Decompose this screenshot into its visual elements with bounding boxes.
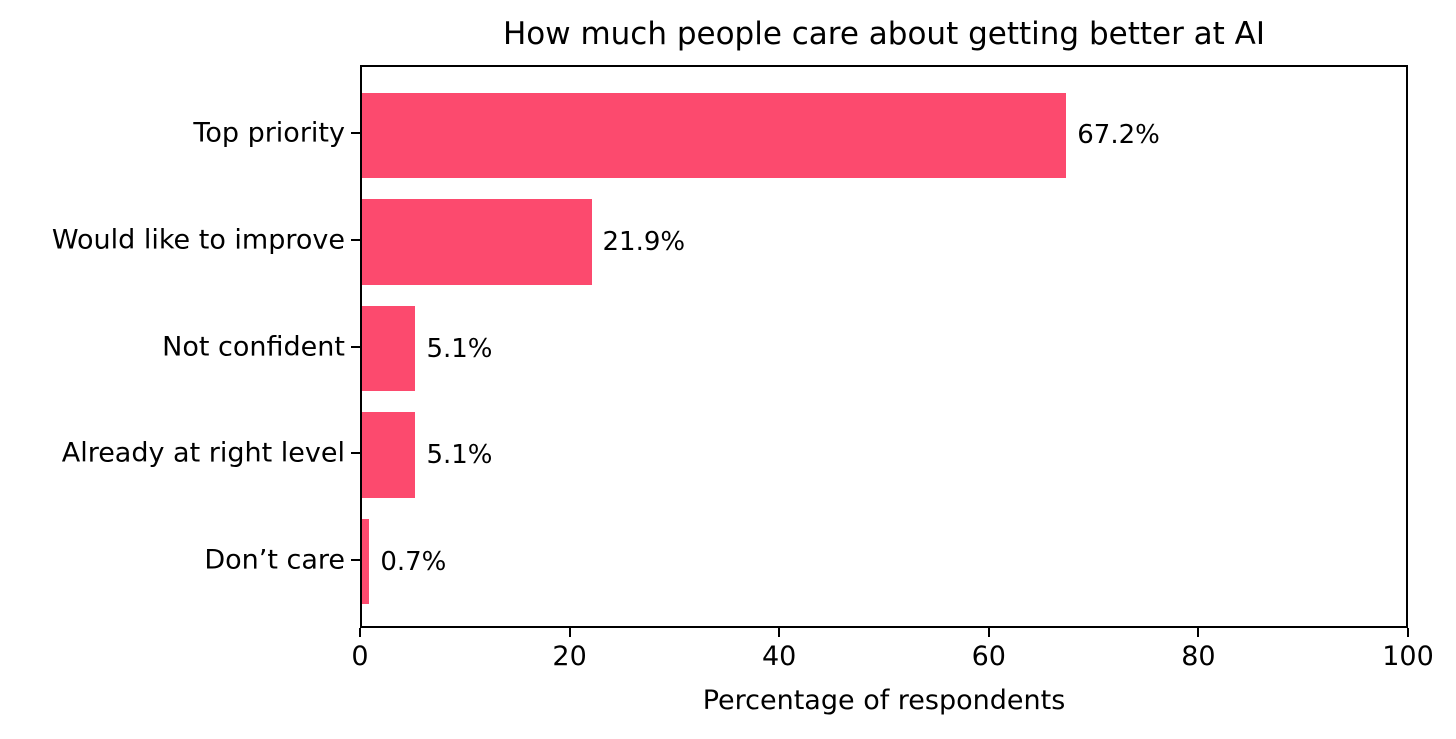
x-tick [1407, 628, 1409, 637]
bar [362, 412, 416, 498]
x-tick-label: 80 [1181, 641, 1216, 672]
x-tick [359, 628, 361, 637]
x-tick [568, 628, 571, 637]
bar-value-label: 67.2% [1077, 120, 1160, 151]
plot-area: 67.2% 21.9% 5.1% 5.1% 0.7% [360, 65, 1408, 628]
bar [362, 305, 416, 392]
x-tick [1197, 628, 1200, 637]
y-tick [351, 345, 360, 348]
y-tick-label: Not confident [162, 331, 345, 362]
x-tick-label: 60 [971, 641, 1006, 672]
chart-title: How much people care about getting bette… [502, 16, 1266, 52]
bar-value-label: 5.1% [426, 333, 493, 364]
bar [362, 199, 592, 285]
x-tick-label: 0 [351, 641, 369, 672]
y-tick [351, 452, 360, 455]
y-tick [351, 558, 360, 561]
y-tick-label: Already at right level [61, 437, 345, 469]
x-tick [987, 628, 990, 637]
x-tick-label: 40 [762, 641, 797, 672]
x-tick [778, 628, 781, 637]
y-tick-label: Would like to improve [51, 224, 345, 256]
y-tick [351, 238, 360, 241]
x-tick-label: 100 [1382, 641, 1434, 672]
bar-value-label: 21.9% [602, 226, 686, 257]
y-tick-label: Don’t care [204, 544, 345, 576]
x-tick-label: 20 [552, 641, 587, 672]
bar-value-label: 0.7% [380, 546, 447, 577]
bar [362, 92, 1067, 178]
y-tick-label: Top priority [193, 117, 345, 149]
bar [362, 519, 370, 605]
y-tick [351, 132, 360, 135]
bar-value-label: 5.1% [426, 440, 493, 471]
x-axis-label: Percentage of respondents [702, 685, 1066, 716]
